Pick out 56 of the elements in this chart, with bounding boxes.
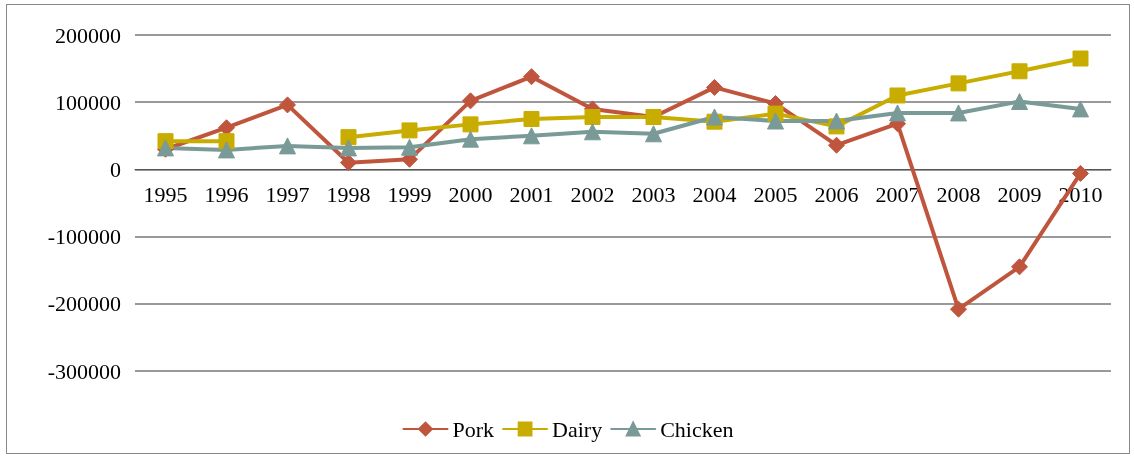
point <box>950 300 967 318</box>
x-tick-label: 1995 <box>143 181 188 207</box>
point <box>1011 93 1028 111</box>
x-tick-label: 2002 <box>570 181 615 207</box>
x-tick-label: 2006 <box>814 181 859 207</box>
point <box>523 68 540 86</box>
y-tick-label: -300000 <box>47 358 121 384</box>
point <box>1072 164 1089 182</box>
point <box>828 112 845 130</box>
point <box>1011 258 1028 276</box>
legend-label: Pork <box>452 416 495 442</box>
point <box>462 92 479 110</box>
x-tick-label: 1997 <box>265 181 310 207</box>
point <box>767 112 784 130</box>
point <box>401 138 418 156</box>
point <box>950 104 967 122</box>
y-tick-label: -200000 <box>47 291 121 317</box>
x-tick-label: 2007 <box>875 181 920 207</box>
point <box>401 122 418 139</box>
point <box>218 141 235 159</box>
x-tick-label: 2005 <box>753 181 798 207</box>
y-tick-label: 0 <box>110 156 121 182</box>
legend-label: Dairy <box>552 416 603 442</box>
point <box>706 108 723 126</box>
legend-label: Chicken <box>660 416 734 442</box>
point <box>523 111 540 127</box>
point <box>889 104 906 122</box>
x-tick-label: 2000 <box>448 181 493 207</box>
point <box>523 127 540 145</box>
x-tick-label: 2001 <box>509 181 554 207</box>
point <box>462 130 479 148</box>
point <box>1072 100 1089 118</box>
x-tick-label: 1999 <box>387 181 432 207</box>
point <box>584 108 601 125</box>
point <box>1011 63 1028 80</box>
x-tick-label: 2003 <box>631 181 676 207</box>
point <box>340 139 357 157</box>
point <box>584 123 601 141</box>
point <box>645 125 662 143</box>
point <box>828 136 845 154</box>
x-tick-label: 2008 <box>936 181 981 207</box>
y-tick-label: -100000 <box>47 224 121 250</box>
x-tick-label: 2009 <box>997 181 1042 207</box>
point <box>279 96 296 114</box>
x-tick-label: 2004 <box>692 181 737 207</box>
x-tick-label: 1996 <box>204 181 249 207</box>
y-tick-label: 100000 <box>55 89 121 115</box>
point <box>1072 50 1089 67</box>
point <box>889 87 906 104</box>
point <box>706 78 723 96</box>
x-tick-label: 1998 <box>326 181 371 207</box>
point <box>279 137 296 155</box>
point <box>462 116 479 133</box>
point <box>340 154 357 172</box>
y-tick-label: 200000 <box>55 22 121 48</box>
point <box>950 75 967 92</box>
